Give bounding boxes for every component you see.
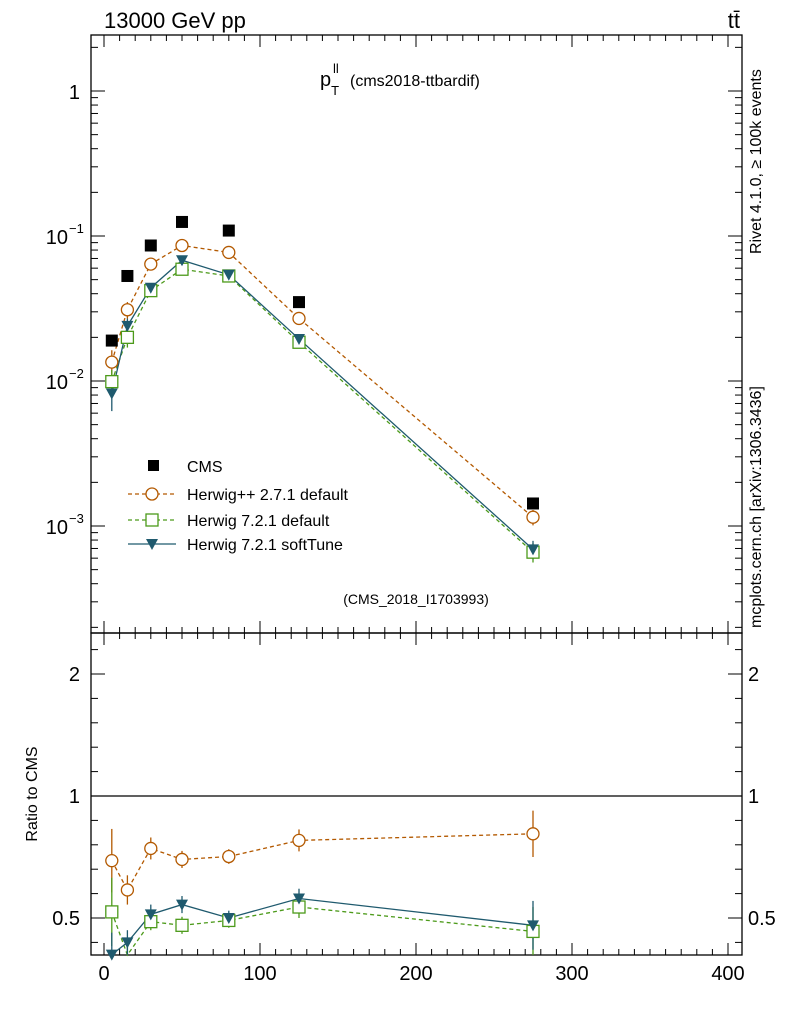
main-point-softtune — [105, 388, 118, 400]
y-tick-label-1e-1: 10 — [46, 227, 68, 249]
main-point-herwigpp — [105, 355, 119, 369]
x-tick-label-300: 300 — [555, 963, 588, 985]
main-point-cms — [222, 224, 235, 237]
main-point-softtune — [121, 320, 134, 332]
x-tick-labels: 0 100 200 300 400 — [98, 963, 744, 985]
legend-marker-softtune — [146, 539, 158, 550]
ratio-point-herwigpp — [222, 849, 236, 864]
ratio-series — [105, 810, 540, 961]
legend: CMS Herwig++ 2.7.1 default Herwig 7.2.1 … — [128, 459, 349, 554]
y-tick-base: 10 — [46, 227, 68, 249]
ratio-tick-label-2: 2 — [69, 664, 80, 686]
main-point-cms — [176, 215, 188, 228]
main-point-cms — [121, 269, 134, 282]
main-point-softtune — [176, 255, 188, 267]
y-tick-exp: −1 — [69, 221, 84, 236]
energy-label: 13000 GeV pp — [104, 8, 246, 33]
ratio-point-herwigpp — [105, 854, 119, 868]
ratio-point-softtune — [176, 899, 188, 911]
ratio-point-softtune — [121, 937, 134, 949]
ratio-tick-label-1: 1 — [69, 786, 80, 808]
ratio-point-herwigpp — [120, 883, 135, 897]
legend-label-softtune: Herwig 7.2.1 softTune — [187, 537, 343, 554]
legend-label-herwig721: Herwig 7.2.1 default — [187, 513, 330, 530]
ratio-point-softtune — [222, 913, 235, 924]
ratio-line-herwigpp — [111, 833, 534, 892]
ratio-line-herwig721 — [111, 906, 534, 957]
ratio-tick-label-05: 0.5 — [52, 908, 80, 930]
ratio-tick-label-2-right: 2 — [748, 664, 759, 686]
main-point-cms — [144, 239, 157, 252]
y-tick-base: 10 — [46, 517, 68, 539]
ratio-point-herwigpp — [144, 841, 158, 856]
main-point-softtune — [222, 269, 235, 281]
ratio-tick-label-1-right: 1 — [748, 786, 759, 808]
ratio-y-labels: 2 1 0.5 2 1 0.5 — [52, 664, 776, 930]
rivet-label: Rivet 4.1.0, ≥ 100k events — [748, 69, 765, 254]
title-rest: (cms2018-ttbardif) — [350, 73, 480, 90]
ratio-point-softtune — [105, 949, 118, 961]
title-sup: ll — [333, 61, 339, 76]
main-point-herwigpp — [292, 311, 306, 326]
ratio-tick-label-05-right: 0.5 — [748, 908, 776, 930]
main-point-cms — [105, 334, 118, 347]
y-tick-label-1: 1 — [69, 82, 80, 104]
y-tick-label-1e-2: 10 — [46, 372, 68, 394]
ratio-point-herwig721 — [175, 918, 189, 932]
legend-marker-herwigpp — [145, 487, 159, 501]
main-point-softtune — [144, 282, 157, 294]
legend-marker-herwig721 — [145, 513, 159, 527]
y-tick-label-1e-3: 10 — [46, 517, 68, 539]
main-y-labels: 1 10 −1 10 −2 10 −3 — [46, 82, 84, 539]
legend-label-herwigpp: Herwig++ 2.7.1 default — [187, 487, 349, 504]
title-p: p — [320, 69, 331, 91]
main-line-herwig721 — [111, 268, 534, 553]
ratio-line-softtune — [111, 897, 534, 956]
y-tick-base: 10 — [46, 372, 68, 394]
main-point-softtune — [527, 544, 539, 556]
ratio-point-herwigpp — [526, 827, 540, 841]
ratio-point-softtune — [293, 893, 305, 905]
process-label: tt̄ — [728, 8, 740, 33]
x-tick-label-200: 200 — [399, 963, 432, 985]
analysis-tag: (CMS_2018_I1703993) — [343, 591, 489, 607]
title-sub: T — [331, 83, 339, 98]
x-tick-label-0: 0 — [98, 963, 109, 985]
ratio-point-herwig721 — [105, 905, 119, 919]
main-line-herwigpp — [111, 244, 534, 518]
main-point-cms — [527, 497, 539, 510]
ratio-point-herwigpp — [292, 833, 306, 848]
ratio-point-softtune — [527, 920, 539, 932]
main-point-softtune — [293, 333, 305, 345]
main-point-herwigpp — [222, 245, 236, 260]
ratio-ylabel: Ratio to CMS — [24, 746, 41, 841]
main-series — [105, 215, 540, 563]
mcplots-label: mcplots.cern.ch [arXiv:1306.3436] — [748, 386, 765, 628]
x-tick-label-400: 400 — [711, 963, 744, 985]
main-title: pT — [320, 69, 339, 98]
x-tick-label-100: 100 — [243, 963, 276, 985]
main-ticks — [91, 35, 742, 633]
main-point-herwigpp — [526, 510, 540, 524]
y-tick-exp: −2 — [69, 366, 84, 381]
main-point-herwigpp — [144, 257, 158, 271]
main-line-softtune — [111, 259, 534, 550]
main-point-herwigpp — [120, 303, 135, 317]
main-point-herwigpp — [175, 238, 189, 253]
legend-label-cms: CMS — [187, 459, 223, 476]
ratio-point-softtune — [144, 909, 157, 921]
main-point-herwig721 — [105, 374, 119, 389]
legend-marker-cms — [148, 460, 159, 471]
main-point-cms — [293, 296, 305, 309]
main-point-herwig721 — [120, 330, 135, 345]
y-tick-exp: −3 — [69, 511, 84, 526]
ratio-point-herwigpp — [175, 852, 189, 867]
